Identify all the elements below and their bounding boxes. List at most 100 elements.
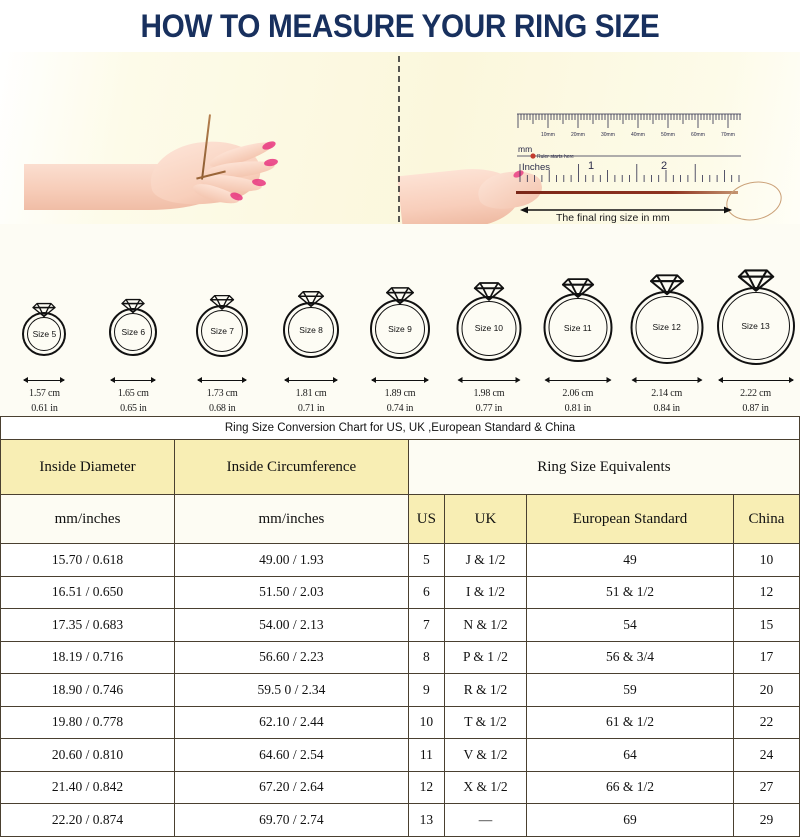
ring-diameter-in: 0.84 in — [653, 403, 680, 414]
illustration-band: • Wrap a thread around your finger 10mm2… — [0, 52, 800, 224]
table-cell: 7 — [407, 608, 445, 642]
svg-text:50mm: 50mm — [661, 132, 675, 138]
table-cell: 49.00 / 1.93 — [174, 543, 409, 577]
table-cell: 64.60 / 2.54 — [174, 738, 409, 772]
diamond-icon — [32, 302, 57, 318]
svg-text:Inches: Inches — [522, 162, 550, 173]
ring-diameter-in: 0.77 in — [475, 403, 503, 414]
table-cell: I & 1/2 — [443, 575, 528, 609]
table-cell: 10 — [732, 543, 800, 577]
table-row: 22.20 / 0.874 69.70 / 2.74 13—69 29 — [0, 803, 800, 837]
ring-size-diagram-row: Size 5 1.57 cm 0.61 in Size 6 1.65 cm 0.65 in… — [0, 224, 800, 416]
svg-text:60mm: 60mm — [691, 132, 705, 138]
table-cell: 67.20 / 2.64 — [174, 770, 409, 804]
table-cell: 64 — [526, 738, 734, 772]
table-cell: 51.50 / 2.03 — [174, 575, 409, 609]
table-cell: 6 — [407, 575, 445, 609]
ring-band — [456, 295, 522, 361]
ring-size-label: Size 8 — [299, 325, 323, 336]
diamond-icon — [386, 287, 414, 305]
ring-illustration: Size 13 — [711, 268, 800, 376]
diamond-icon — [121, 298, 145, 314]
table-cell: 15 — [732, 608, 800, 642]
ring-diameter-cm: 1.73 cm — [206, 388, 238, 399]
ring-band — [109, 308, 158, 357]
ring-band — [22, 312, 67, 357]
svg-text:40mm: 40mm — [631, 132, 645, 138]
table-cell: 51 & 1/2 — [526, 575, 734, 609]
ring-size-item: Size 7 1.73 cm 0.68 in — [178, 294, 267, 416]
ring-size-item: Size 11 2.06 cm 0.81 in — [533, 277, 622, 416]
svg-text:2: 2 — [661, 160, 667, 172]
diamond-icon — [737, 269, 774, 292]
ring-illustration: Size 7 — [178, 294, 267, 376]
ring-dimension-arrow — [533, 376, 622, 386]
ring-dimension-arrow — [178, 376, 267, 386]
ring-dimension-arrow — [622, 376, 711, 386]
ring-diameter-cm: 2.22 cm — [740, 388, 771, 399]
final-size-caption: The final ring size in mm — [556, 212, 670, 224]
table-cell: 59 — [526, 673, 734, 707]
diamond-icon — [473, 282, 505, 301]
ring-band — [369, 299, 430, 360]
ring-size-label: Size 6 — [121, 327, 146, 338]
ring-size-label: Size 10 — [474, 323, 504, 334]
ring-size-label: Size 5 — [32, 329, 57, 340]
table-row: 18.19 / 0.716 56.60 / 2.23 8 P & 1 /2 56 & 3… — [0, 640, 800, 674]
table-cell: V & 1/2 — [443, 738, 528, 772]
table-cell: 13 — [407, 803, 445, 837]
ring-illustration: Size 10 — [444, 281, 533, 376]
table-cell: 15.70 / 0.618 — [0, 543, 176, 577]
table-row: 15.70 / 0.618 49.00 / 1.93 5 J & 1/2 49 10 — [0, 543, 800, 577]
table-caption-row: Ring Size Conversion Chart for US, UK ,E… — [0, 416, 800, 440]
ring-dimension-arrow — [0, 376, 89, 386]
ring-illustration: Size 12 — [622, 273, 711, 376]
ring-dimension-arrow — [267, 376, 356, 386]
ring-illustration: Size 9 — [356, 286, 445, 376]
table-sub-header-row: mm/inches mm/inches US UK European Standard C… — [0, 494, 800, 544]
table-cell: 16.51 / 0.650 — [0, 575, 176, 609]
ring-dimension-arrow — [356, 376, 445, 386]
diamond-icon — [561, 278, 594, 298]
ring-diameter-in: 0.81 in — [564, 403, 592, 414]
ring-diameter-in: 0.68 in — [209, 403, 236, 414]
ring-diameter-cm: 1.57 cm — [29, 388, 60, 399]
table-cell: 56.60 / 2.23 — [174, 640, 409, 674]
table-cell: — — [443, 803, 528, 837]
subheader-circumference-units: mm/inches — [174, 494, 409, 544]
ring-size-label: Size 11 — [563, 322, 592, 333]
diamond-icon — [649, 274, 684, 296]
svg-text:30mm: 30mm — [601, 132, 615, 138]
table-cell: 56 & 3/4 — [526, 640, 734, 674]
table-row: 16.51 / 0.650 51.50 / 2.03 6 I & 1/2 51 & 1/… — [0, 575, 800, 609]
ring-diameter-cm: 1.98 cm — [473, 388, 505, 399]
table-row: 18.90 / 0.746 59.5 0 / 2.34 9 R & 1/2 59 20 — [0, 673, 800, 707]
ring-size-item: Size 5 1.57 cm 0.61 in — [0, 302, 89, 416]
table-caption: Ring Size Conversion Chart for US, UK ,E… — [0, 416, 800, 440]
table-cell: 22.20 / 0.874 — [0, 803, 176, 837]
table-row: 19.80 / 0.778 62.10 / 2.44 10 T & 1/2 61 & 1… — [0, 705, 800, 739]
table-cell: 69.70 / 2.74 — [174, 803, 409, 837]
ring-diameter-in: 0.65 in — [120, 403, 147, 414]
table-cell: N & 1/2 — [443, 608, 528, 642]
panel-divider — [398, 56, 400, 222]
table-row: 20.60 / 0.810 64.60 / 2.54 11 V & 1/2 64 24 — [0, 738, 800, 772]
table-cell: 10 — [407, 705, 445, 739]
table-cell: 62.10 / 2.44 — [174, 705, 409, 739]
measurement-arrow-icon — [520, 206, 732, 214]
ring-diameter-cm: 2.14 cm — [651, 388, 683, 399]
ring-size-label: Size 7 — [210, 325, 235, 336]
table-row: 17.35 / 0.683 54.00 / 2.13 7 N & 1/2 54 15 — [0, 608, 800, 642]
ring-dimension-arrow — [711, 376, 800, 386]
ring-size-item: Size 6 1.65 cm 0.65 in — [89, 298, 178, 416]
ring-size-item: Size 12 2.14 cm 0.84 in — [622, 273, 711, 416]
table-cell: 22 — [732, 705, 800, 739]
table-cell: 19.80 / 0.778 — [0, 705, 176, 739]
subheader-european: European Standard — [526, 494, 734, 544]
ring-diameter-in: 0.74 in — [386, 403, 414, 414]
diamond-icon — [298, 291, 325, 308]
ring-band — [543, 293, 613, 363]
ring-size-label: Size 12 — [652, 322, 681, 333]
ring-diameter-in: 0.61 in — [31, 403, 58, 414]
table-cell: 59.5 0 / 2.34 — [174, 673, 409, 707]
